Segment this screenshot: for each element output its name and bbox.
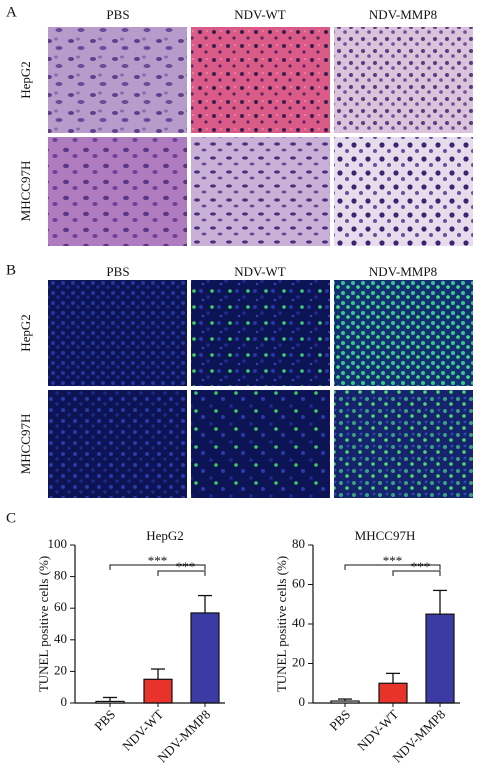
significance-bracket: [157, 570, 206, 576]
micrograph: [191, 280, 330, 386]
bar: [425, 613, 455, 704]
significance-bracket: [392, 570, 441, 576]
y-tick-label: 60: [54, 599, 67, 614]
bar: [95, 700, 125, 704]
micrograph: [191, 27, 330, 133]
micrograph: [48, 137, 187, 246]
bar: [330, 700, 360, 704]
y-tick-label: 80: [292, 536, 305, 551]
column-header: PBS: [106, 7, 129, 22]
y-tick-label: 60: [292, 575, 305, 590]
panel-label: A: [6, 4, 17, 20]
column-header: NDV-WT: [234, 264, 286, 279]
micrograph: [191, 137, 330, 246]
y-tick-label: 100: [48, 536, 68, 551]
bar: [190, 612, 220, 704]
y-tick-label: 20: [292, 654, 305, 669]
significance-bracket: [109, 564, 206, 570]
y-tick-label: 20: [54, 662, 67, 677]
significance-label: ***: [176, 559, 196, 574]
x-tick-label: NDV-WT: [119, 707, 166, 754]
x-tick-label: PBS: [326, 707, 353, 734]
row-label: MHCC97H: [18, 161, 33, 222]
panel-label: C: [6, 510, 16, 526]
micrograph: [48, 280, 187, 386]
chart-title: HepG2: [146, 528, 184, 543]
micrograph: [334, 280, 473, 386]
y-tick-label: 40: [54, 631, 67, 646]
significance-label: ***: [148, 553, 168, 568]
row-label: HepG2: [18, 61, 33, 99]
micrograph: [334, 27, 473, 133]
panel-label: B: [6, 262, 16, 278]
significance-label: ***: [411, 559, 431, 574]
x-tick-label: PBS: [91, 707, 118, 734]
micrograph: [334, 137, 473, 246]
y-tick-label: 0: [61, 694, 68, 709]
column-header: NDV-MMP8: [369, 264, 437, 279]
row-label: MHCC97H: [18, 414, 33, 475]
x-tick-label: NDV-WT: [354, 707, 401, 754]
significance-bracket: [344, 564, 441, 570]
micrograph: [191, 390, 330, 498]
bar: [378, 682, 408, 704]
micrograph: [334, 390, 473, 498]
significance-label: ***: [383, 553, 403, 568]
y-tick-label: 40: [292, 615, 305, 630]
y-tick-label: 0: [299, 694, 306, 709]
chart-title: MHCC97H: [355, 528, 416, 543]
y-tick-label: 80: [54, 568, 67, 583]
column-header: NDV-WT: [234, 7, 286, 22]
y-axis-label: TUNEL positive cells (%): [274, 556, 289, 692]
column-header: PBS: [106, 264, 129, 279]
bar: [143, 678, 173, 704]
micrograph: [48, 390, 187, 498]
column-header: NDV-MMP8: [369, 7, 437, 22]
micrograph: [48, 27, 187, 133]
y-axis-label: TUNEL positive cells (%): [36, 556, 51, 692]
row-label: HepG2: [18, 314, 33, 352]
